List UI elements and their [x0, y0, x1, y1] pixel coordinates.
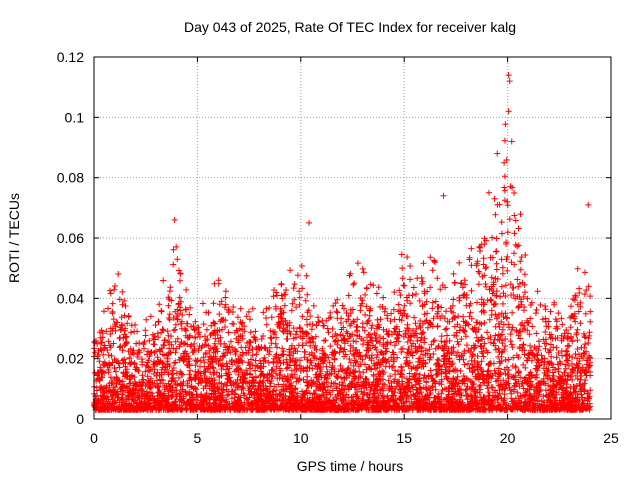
outlier-point — [306, 219, 313, 226]
x-tick-label: 10 — [293, 430, 309, 446]
outlier-point — [508, 138, 515, 145]
outlier-point — [171, 216, 178, 223]
grid-lines — [94, 57, 611, 419]
y-tick-label: 0.12 — [57, 49, 84, 65]
outlier-point — [494, 150, 501, 157]
outlier-point — [505, 108, 512, 115]
y-tick-label: 0.06 — [57, 230, 84, 246]
roti-markers — [91, 121, 594, 413]
outlier-point — [585, 201, 592, 208]
y-tick-label: 0.04 — [57, 290, 84, 306]
chart-title: Day 043 of 2025, Rate Of TEC Index for r… — [184, 19, 516, 35]
y-axis-label: ROTI / TECUs — [6, 193, 22, 283]
outlier-point — [506, 78, 513, 85]
axes: 0 5 10 15 20 25 0 0.02 0.04 0.06 0.08 0.1 0.12 — [57, 49, 619, 446]
x-tick-label: 0 — [90, 430, 98, 446]
y-tick-label: 0.08 — [57, 170, 84, 186]
outlier-point — [485, 189, 492, 196]
x-axis-label: GPS time / hours — [297, 458, 404, 474]
y-tick-label: 0.02 — [57, 351, 84, 367]
x-tick-label: 15 — [396, 430, 412, 446]
y-tick-label: 0.1 — [65, 109, 85, 125]
x-tick-label: 25 — [603, 430, 619, 446]
outlier-point — [440, 192, 447, 199]
outlier-point — [505, 72, 512, 79]
x-tick-label: 5 — [194, 430, 202, 446]
data-points — [91, 72, 594, 413]
y-tick-label: 0 — [76, 411, 84, 427]
x-tick-label: 20 — [500, 430, 516, 446]
